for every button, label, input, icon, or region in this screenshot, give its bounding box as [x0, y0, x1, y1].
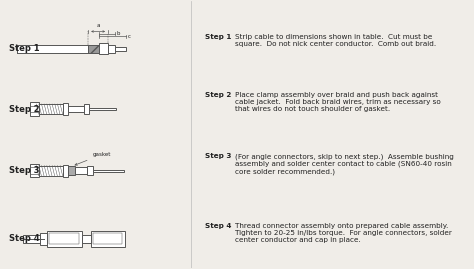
Text: Step 3: Step 3 — [205, 153, 234, 159]
Text: Strip cable to dimensions shown in table.  Cut must be
square.  Do not nick cent: Strip cable to dimensions shown in table… — [235, 34, 436, 47]
Text: Step 2: Step 2 — [9, 105, 39, 114]
Bar — [108, 45, 115, 53]
Bar — [63, 103, 68, 115]
Bar — [75, 167, 87, 174]
Bar — [17, 45, 90, 53]
Bar — [91, 231, 125, 247]
Bar — [89, 108, 116, 110]
Bar — [93, 170, 124, 172]
Text: c: c — [128, 34, 131, 39]
Bar — [68, 106, 84, 112]
Bar — [29, 102, 39, 116]
Bar — [82, 235, 91, 243]
Bar — [99, 43, 108, 55]
Bar — [29, 164, 39, 177]
Bar — [46, 231, 82, 247]
Bar — [40, 233, 46, 245]
Text: b: b — [117, 31, 120, 36]
Text: Place clamp assembly over braid and push back against
cable jacket.  Fold back b: Place clamp assembly over braid and push… — [235, 92, 440, 112]
Bar — [93, 233, 122, 245]
Bar — [68, 166, 75, 175]
Bar — [87, 166, 93, 175]
Bar — [23, 235, 40, 243]
Bar — [49, 233, 79, 245]
Bar — [88, 45, 100, 53]
Bar — [115, 47, 126, 51]
Text: a: a — [96, 23, 100, 28]
Text: (For angle connectors, skip to next step.)  Assemble bushing
assembly and solder: (For angle connectors, skip to next step… — [235, 153, 454, 175]
Text: Thread connector assembly onto prepared cable assembly.
Tighten to 20-25 in/lbs : Thread connector assembly onto prepared … — [235, 223, 452, 243]
Text: Step 1: Step 1 — [9, 44, 39, 53]
Text: Step 4: Step 4 — [9, 234, 39, 243]
Text: Step 2: Step 2 — [205, 92, 234, 98]
Bar — [84, 104, 89, 114]
Text: gasket: gasket — [75, 152, 111, 165]
Bar — [39, 165, 63, 176]
Text: Step 4: Step 4 — [205, 223, 234, 229]
Bar — [39, 104, 63, 114]
Text: Step 3: Step 3 — [9, 166, 39, 175]
Text: Step 1: Step 1 — [205, 34, 234, 40]
Bar — [63, 165, 68, 176]
